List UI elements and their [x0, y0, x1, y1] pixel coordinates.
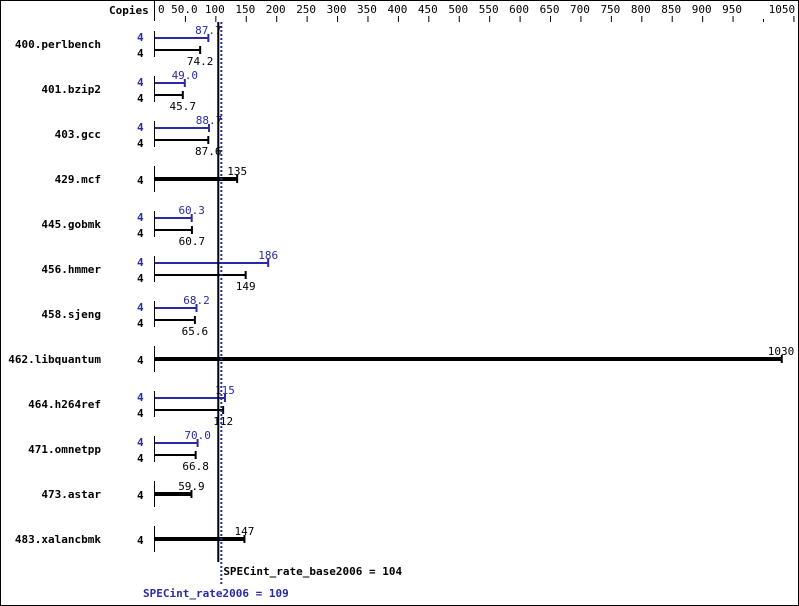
- base-copies: 4: [137, 489, 144, 502]
- value-label: 135: [227, 165, 247, 178]
- value-label: 1030: [768, 345, 795, 358]
- benchmark-label: 403.gcc: [55, 128, 101, 141]
- tick-label: 150: [235, 3, 255, 16]
- base-copies: 4: [137, 174, 144, 187]
- tick-label: 450: [418, 3, 438, 16]
- base-copies: 4: [137, 317, 144, 330]
- benchmark-label: 473.astar: [41, 488, 101, 501]
- value-label: 147: [235, 525, 255, 538]
- tick-label: 550: [479, 3, 499, 16]
- benchmark-row: 483.xalancbmk 4 147: [15, 525, 254, 552]
- benchmark-label: 464.h264ref: [28, 398, 101, 411]
- benchmark-label: 458.sjeng: [41, 308, 101, 321]
- tick-label: 900: [692, 3, 712, 16]
- value-label: 88.7: [196, 114, 223, 127]
- base-copies: 4: [137, 534, 144, 547]
- tick-label: 100: [205, 3, 225, 16]
- value-label: 87.6: [195, 145, 222, 158]
- base-copies: 4: [137, 452, 144, 465]
- benchmark-row: 462.libquantum 4 1030: [8, 345, 794, 372]
- tick-label: 0: [158, 3, 165, 16]
- base-copies: 4: [137, 92, 144, 105]
- value-label: 65.6: [182, 325, 209, 338]
- peak-summary-label: SPECint_rate2006 = 109: [143, 587, 289, 600]
- benchmark-label: 456.hmmer: [41, 263, 101, 276]
- value-label: 87.7: [195, 24, 222, 37]
- benchmark-row: 473.astar 4 59.9: [41, 480, 205, 507]
- benchmark-row: 429.mcf 4 135: [55, 165, 247, 192]
- benchmark-row: 456.hmmer 4 4 186 149: [41, 249, 278, 293]
- peak-copies: 4: [137, 211, 144, 224]
- benchmark-row: 401.bzip2 4 4 49.0 45.7: [41, 69, 198, 113]
- value-label: 68.2: [183, 294, 210, 307]
- value-label: 60.7: [179, 235, 206, 248]
- base-copies: 4: [137, 407, 144, 420]
- tick-label: 300: [327, 3, 347, 16]
- peak-copies: 4: [137, 391, 144, 404]
- peak-copies: 4: [137, 31, 144, 44]
- value-label: 60.3: [178, 204, 205, 217]
- benchmark-row: 403.gcc 4 4 88.7 87.6: [55, 114, 223, 158]
- base-copies: 4: [137, 227, 144, 240]
- tick-label: 500: [448, 3, 468, 16]
- value-label: 59.9: [178, 480, 205, 493]
- benchmark-row: 464.h264ref 4 4 115 112: [28, 384, 235, 428]
- tick-label: 750: [600, 3, 620, 16]
- tick-label: 650: [540, 3, 560, 16]
- axis-label-copies: Copies: [109, 4, 149, 17]
- tick-label: 1050: [769, 3, 796, 16]
- base-copies: 4: [137, 137, 144, 150]
- base-summary-label: SPECint_rate_base2006 = 104: [223, 565, 402, 578]
- value-label: 186: [258, 249, 278, 262]
- value-label: 45.7: [170, 100, 197, 113]
- base-copies: 4: [137, 354, 144, 367]
- value-label: 149: [236, 280, 256, 293]
- value-label: 74.2: [187, 55, 214, 68]
- value-label: 70.0: [184, 429, 211, 442]
- benchmark-label: 483.xalancbmk: [15, 533, 101, 546]
- base-copies: 4: [137, 272, 144, 285]
- tick-label: 350: [357, 3, 377, 16]
- benchmark-row: 458.sjeng 4 4 68.2 65.6: [41, 294, 209, 338]
- benchmark-label: 445.gobmk: [41, 218, 101, 231]
- value-label: 66.8: [182, 460, 209, 473]
- benchmark-label: 401.bzip2: [41, 83, 101, 96]
- tick-label: 700: [570, 3, 590, 16]
- tick-label: 50.0: [171, 3, 198, 16]
- tick-label: 400: [387, 3, 407, 16]
- peak-copies: 4: [137, 301, 144, 314]
- value-label: 115: [215, 384, 235, 397]
- tick-label: 850: [661, 3, 681, 16]
- peak-copies: 4: [137, 76, 144, 89]
- tick-label: 800: [631, 3, 651, 16]
- benchmark-row: 445.gobmk 4 4 60.3 60.7: [41, 204, 205, 248]
- tick-label: 600: [509, 3, 529, 16]
- benchmark-label: 400.perlbench: [15, 38, 101, 51]
- value-label: 112: [213, 415, 233, 428]
- base-copies: 4: [137, 47, 144, 60]
- benchmark-row: 400.perlbench 4 4 87.7 74.2: [15, 24, 222, 68]
- benchmark-label: 462.libquantum: [8, 353, 101, 366]
- benchmark-label: 471.omnetpp: [28, 443, 101, 456]
- benchmark-row: 471.omnetpp 4 4 70.0 66.8: [28, 429, 211, 473]
- benchmark-label: 429.mcf: [55, 173, 101, 186]
- peak-copies: 4: [137, 121, 144, 134]
- tick-label: 950: [722, 3, 742, 16]
- tick-label: 250: [296, 3, 316, 16]
- tick-label: 200: [266, 3, 286, 16]
- peak-copies: 4: [137, 256, 144, 269]
- peak-copies: 4: [137, 436, 144, 449]
- value-label: 49.0: [172, 69, 199, 82]
